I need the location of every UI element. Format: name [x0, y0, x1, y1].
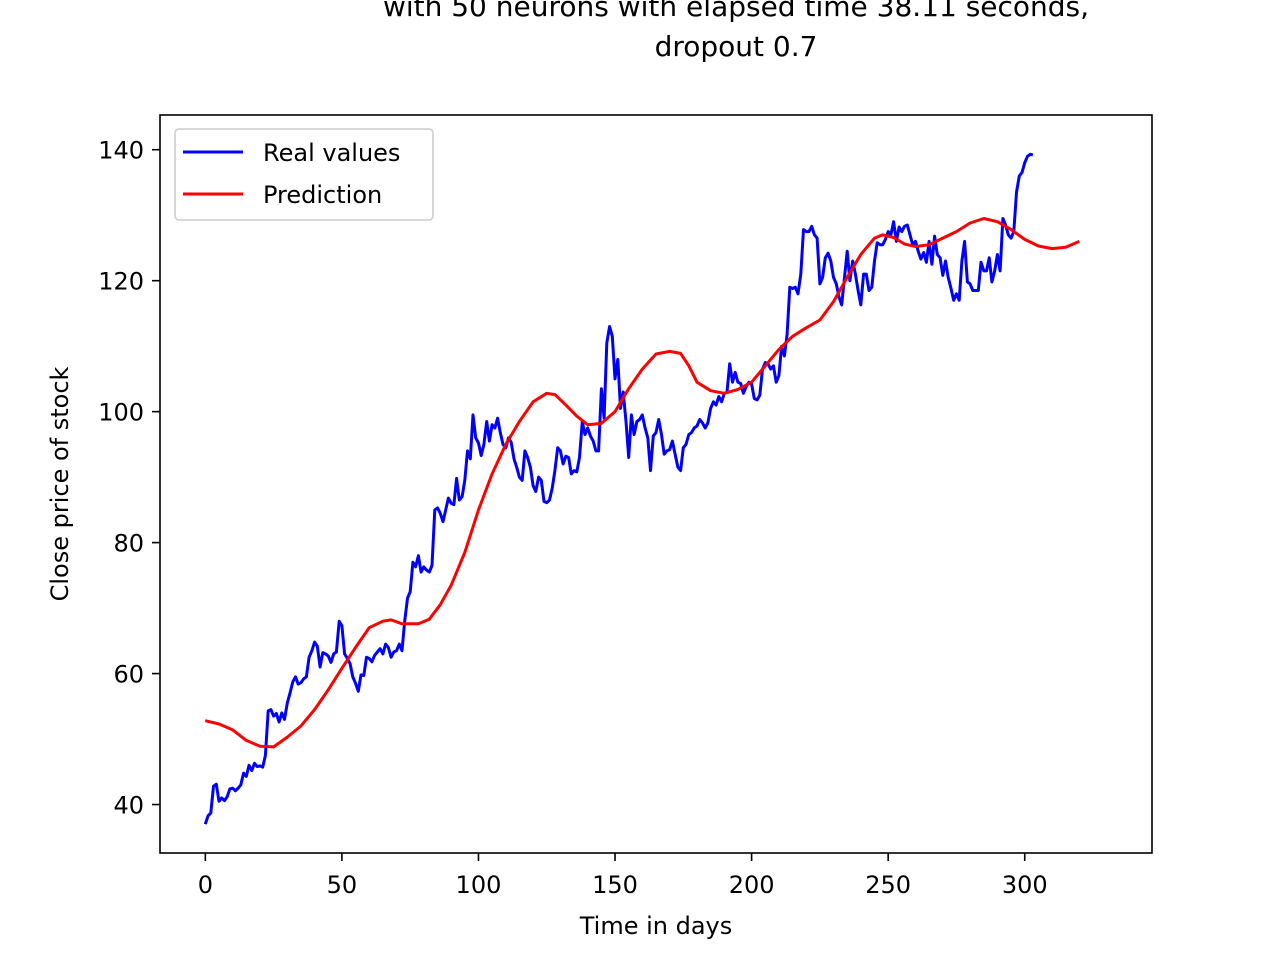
- y-tick-label: 120: [98, 268, 144, 296]
- plot-frame: [159, 114, 1153, 854]
- y-tick-label: 60: [113, 661, 144, 689]
- legend-label-prediction: Prediction: [263, 181, 382, 209]
- chart-title-line-1: with 50 neurons with elapsed time 38.11 …: [382, 0, 1090, 23]
- series-line-prediction: [204, 217, 1080, 749]
- y-tick-label: 40: [113, 792, 144, 820]
- x-axis: 0 50 100 150 200 250 300: [198, 853, 1048, 899]
- x-tick-label: 200: [729, 871, 775, 899]
- y-tick-label: 100: [98, 399, 144, 427]
- series-line-real-values: [203, 152, 1034, 825]
- y-tick-label: 80: [113, 530, 144, 558]
- y-tick-label: 140: [98, 137, 144, 165]
- chart-title-line-2: dropout 0.7: [654, 30, 818, 63]
- y-axis: 40 60 80 100 120 140: [98, 137, 160, 820]
- plot-area-lines: [203, 152, 1080, 825]
- x-tick-label: 300: [1002, 871, 1048, 899]
- x-tick-label: 0: [198, 871, 213, 899]
- y-axis-label: Close price of stock: [46, 366, 74, 601]
- x-tick-label: 100: [456, 871, 502, 899]
- x-tick-label: 50: [327, 871, 358, 899]
- x-tick-label: 250: [865, 871, 911, 899]
- x-axis-label: Time in days: [579, 912, 733, 940]
- legend: Real values Prediction: [174, 128, 434, 221]
- x-tick-label: 150: [592, 871, 638, 899]
- legend-label-real-values: Real values: [263, 139, 400, 167]
